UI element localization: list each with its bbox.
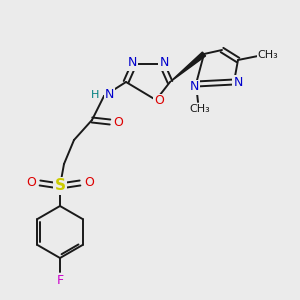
Text: N: N [159,56,169,70]
Text: N: N [127,56,137,70]
Text: O: O [113,116,123,128]
Text: O: O [26,176,36,188]
Text: N: N [233,76,243,88]
Text: CH₃: CH₃ [258,50,278,60]
Text: O: O [84,176,94,188]
Text: N: N [189,80,199,94]
Text: O: O [154,94,164,107]
Text: N: N [105,88,114,101]
Polygon shape [170,52,206,82]
Text: S: S [55,178,65,194]
Text: CH₃: CH₃ [190,104,210,114]
Text: H: H [91,90,99,100]
Text: F: F [56,274,64,286]
